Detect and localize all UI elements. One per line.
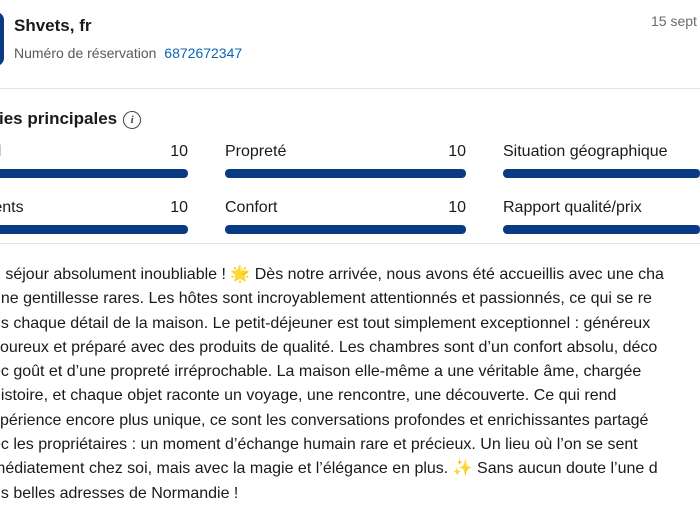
- categories-title: ories principales i: [0, 109, 142, 129]
- category-proprete: Propreté 10: [225, 143, 466, 179]
- category-score: 10: [448, 199, 466, 216]
- review-text: n séjour absolument inoubliable ! 🌟 Dès …: [0, 263, 700, 506]
- guest-name: Shvets, fr: [14, 16, 92, 35]
- review-line: us belles adresses de Normandie !: [0, 484, 239, 502]
- category-bar-fill: [0, 169, 188, 178]
- category-score: 10: [448, 143, 466, 160]
- category-bar-fill: [503, 169, 700, 178]
- review-line: ns chaque détail de la maison. Le petit-…: [0, 314, 651, 332]
- category-label: nel: [0, 143, 1, 161]
- category-bar: [225, 225, 466, 234]
- category-bar-fill: [0, 225, 188, 234]
- category-bar-fill: [225, 225, 466, 234]
- category-personnel: nel 10: [0, 143, 188, 179]
- category-bar-fill: [225, 169, 466, 178]
- category-bar: [0, 225, 188, 234]
- category-bar: [503, 169, 700, 178]
- review-line: ec les propriétaires : un moment d’échan…: [0, 436, 638, 454]
- reservation-label: Numéro de réservation: [14, 45, 157, 61]
- review-line: une gentillesse rares. Les hôtes sont in…: [0, 290, 652, 308]
- category-rapport-qualite-prix: Rapport qualité/prix: [503, 199, 700, 235]
- category-label: Rapport qualité/prix: [503, 199, 642, 216]
- review-header: Shvets, fr Numéro de réservation 6872672…: [0, 0, 700, 89]
- reservation-number-link[interactable]: 6872672347: [164, 45, 243, 61]
- review-line: histoire, et chaque objet raconte un voy…: [0, 387, 617, 405]
- review-date: 15 sept: [651, 13, 697, 29]
- review-line: ec goût et d’une propreté irréprochable.…: [0, 363, 642, 381]
- category-bar: [225, 169, 466, 178]
- category-label: Situation géographique: [503, 143, 668, 160]
- category-bar: [0, 169, 188, 178]
- category-label: ments: [0, 199, 24, 216]
- reservation-info: Numéro de réservation 6872672347: [14, 45, 242, 61]
- category-equipements: ments 10: [0, 199, 188, 235]
- review-line: xpérience encore plus unique, ce sont le…: [0, 411, 649, 429]
- categories-title-text: ories principales: [0, 109, 118, 128]
- review-line: voureux et préparé avec des produits de …: [0, 338, 658, 356]
- category-label: Confort: [225, 199, 278, 216]
- category-bar-fill: [503, 225, 700, 234]
- category-score: 10: [170, 143, 188, 160]
- review-line: médiatement chez soi, mais avec la magie…: [0, 460, 658, 478]
- category-score: 10: [170, 199, 188, 216]
- info-icon[interactable]: i: [123, 110, 142, 129]
- section-divider: [0, 243, 700, 244]
- category-label: Propreté: [225, 143, 287, 160]
- review-line: n séjour absolument inoubliable ! 🌟 Dès …: [0, 266, 664, 283]
- category-confort: Confort 10: [225, 199, 466, 235]
- category-bar: [503, 225, 700, 234]
- avatar: [0, 12, 4, 66]
- category-situation: Situation géographique: [503, 143, 700, 179]
